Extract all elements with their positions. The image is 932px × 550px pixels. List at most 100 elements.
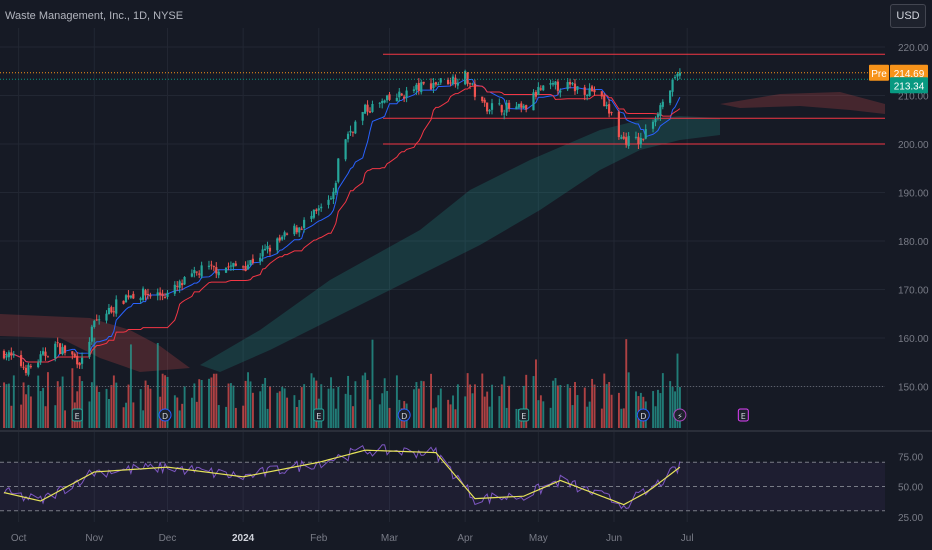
event-marker: D [397, 408, 411, 422]
candle-body [261, 249, 264, 257]
candle-body [603, 95, 606, 107]
volume-bar [247, 372, 249, 428]
horizontal-levels [383, 53, 885, 145]
candle [566, 78, 569, 92]
candle [451, 74, 455, 86]
candle [334, 180, 337, 196]
earnings-marker-box [737, 408, 749, 422]
candle [54, 341, 57, 362]
candle-body [229, 265, 233, 267]
volume-bar [173, 395, 176, 428]
event-marker: D [158, 408, 172, 422]
candle [78, 362, 81, 369]
candle [195, 271, 198, 276]
kijun-line [3, 85, 681, 363]
candle-body [354, 121, 357, 134]
candle-body [76, 355, 79, 365]
volume-bar [535, 359, 537, 428]
candle [622, 132, 625, 140]
volume-bar [439, 388, 442, 428]
candle-body [610, 112, 613, 114]
volume-bar [422, 381, 425, 428]
volume-bar [537, 400, 540, 428]
candle-body [639, 138, 642, 145]
event-marker: E [518, 408, 530, 422]
candle [537, 82, 540, 96]
candle-body [132, 293, 135, 299]
candle [232, 262, 235, 271]
candle-body [320, 206, 323, 209]
candle-body [161, 293, 164, 297]
volume-bar [56, 381, 59, 428]
volume-bar [452, 395, 454, 428]
split-marker-circle [673, 408, 687, 422]
candle [139, 296, 142, 304]
volume-bar [269, 386, 271, 428]
candle-body [364, 104, 367, 114]
candle [490, 98, 494, 115]
candle-body [178, 281, 181, 288]
candle-body [437, 83, 440, 86]
candle [542, 85, 545, 92]
volume-bar [78, 376, 81, 428]
rsi-pane [0, 444, 885, 512]
candle-body [244, 265, 247, 272]
dividend-marker-circle [158, 408, 172, 422]
volume-bar [81, 381, 84, 428]
candle-body [605, 104, 608, 107]
candle [383, 99, 386, 104]
price-tick-label: 150.00 [898, 383, 929, 394]
candle [173, 281, 176, 296]
candle [41, 347, 45, 357]
volume-bar [593, 384, 596, 428]
candle-body [405, 90, 408, 98]
candle [522, 103, 525, 110]
volume-bar [251, 392, 254, 428]
candle [422, 81, 425, 86]
candle [371, 100, 374, 113]
volume-bar [300, 387, 303, 428]
currency-button[interactable]: USD [890, 4, 926, 28]
volume-bar [605, 384, 608, 428]
candle [600, 91, 603, 100]
candle [573, 78, 577, 95]
candle-body [651, 121, 655, 129]
candle-body [673, 77, 677, 79]
candle [498, 98, 501, 106]
candle [268, 244, 272, 256]
candle [141, 286, 145, 302]
candle [98, 315, 101, 325]
candle [217, 269, 220, 279]
candle [417, 78, 420, 95]
candle-body [110, 307, 113, 313]
candle [224, 267, 228, 274]
candle [656, 112, 660, 121]
volume-bar [552, 380, 554, 428]
volume-bar [430, 373, 432, 428]
volume-bar [395, 375, 398, 428]
event-marker: E [313, 408, 325, 422]
volume-bar [39, 391, 42, 428]
candle-body [173, 284, 176, 294]
candle [285, 232, 289, 236]
candle-body [183, 277, 186, 285]
candle [346, 131, 350, 143]
candle-body [276, 238, 279, 251]
volume-bar [234, 407, 237, 428]
candle [507, 100, 511, 112]
volume-bar [125, 402, 127, 428]
candle [266, 241, 269, 254]
candle-body [451, 76, 455, 85]
candle [639, 132, 642, 148]
candle-body [534, 91, 538, 97]
volume-bar [176, 397, 179, 428]
candle-body [371, 103, 374, 112]
event-marker-label: E [75, 412, 80, 421]
candle [310, 211, 313, 223]
candle-body [488, 110, 491, 112]
volume-bar [315, 380, 318, 428]
candle-body [505, 102, 508, 113]
volume-bar [5, 384, 8, 428]
volume-bar [3, 382, 5, 428]
